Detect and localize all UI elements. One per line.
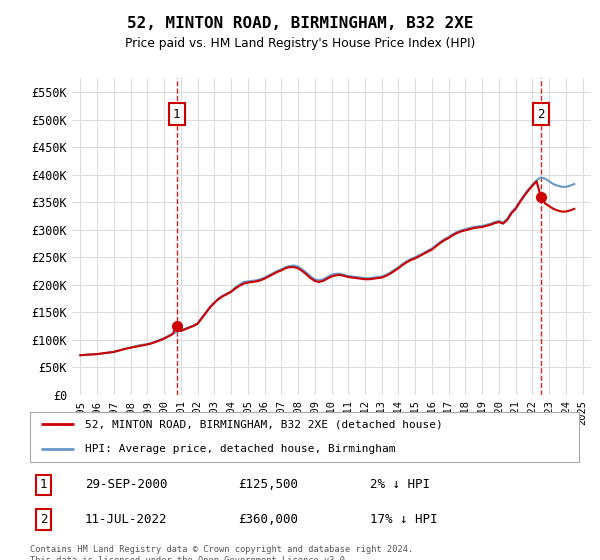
- Text: Contains HM Land Registry data © Crown copyright and database right 2024.
This d: Contains HM Land Registry data © Crown c…: [30, 545, 413, 560]
- Text: 2% ↓ HPI: 2% ↓ HPI: [370, 478, 430, 492]
- Text: Price paid vs. HM Land Registry's House Price Index (HPI): Price paid vs. HM Land Registry's House …: [125, 37, 475, 50]
- Text: 11-JUL-2022: 11-JUL-2022: [85, 513, 167, 526]
- Text: 17% ↓ HPI: 17% ↓ HPI: [370, 513, 438, 526]
- Text: 52, MINTON ROAD, BIRMINGHAM, B32 2XE (detached house): 52, MINTON ROAD, BIRMINGHAM, B32 2XE (de…: [85, 419, 443, 429]
- Text: £360,000: £360,000: [239, 513, 299, 526]
- Text: HPI: Average price, detached house, Birmingham: HPI: Average price, detached house, Birm…: [85, 445, 395, 454]
- Text: 2: 2: [538, 108, 545, 120]
- Text: 2: 2: [40, 513, 47, 526]
- Text: 29-SEP-2000: 29-SEP-2000: [85, 478, 167, 492]
- Text: 1: 1: [40, 478, 47, 492]
- Text: 52, MINTON ROAD, BIRMINGHAM, B32 2XE: 52, MINTON ROAD, BIRMINGHAM, B32 2XE: [127, 16, 473, 31]
- Text: 1: 1: [173, 108, 181, 120]
- Text: £125,500: £125,500: [239, 478, 299, 492]
